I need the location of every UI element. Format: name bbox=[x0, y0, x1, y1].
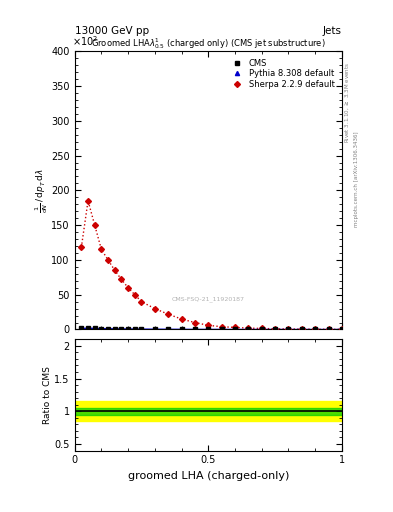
Pythia 8.308 default bbox=[92, 326, 97, 332]
Pythia 8.308 default bbox=[233, 326, 237, 332]
Sherpa 2.2.9 default bbox=[92, 222, 97, 228]
Sherpa 2.2.9 default bbox=[246, 325, 251, 331]
Y-axis label: Ratio to CMS: Ratio to CMS bbox=[43, 366, 51, 424]
X-axis label: groomed LHA (charged-only): groomed LHA (charged-only) bbox=[128, 471, 289, 481]
Pythia 8.308 default bbox=[273, 326, 277, 332]
Line: Pythia 8.308 default: Pythia 8.308 default bbox=[79, 326, 344, 332]
CMS bbox=[99, 326, 104, 332]
Sherpa 2.2.9 default bbox=[286, 326, 291, 332]
CMS bbox=[193, 326, 197, 332]
Pythia 8.308 default bbox=[326, 327, 331, 333]
Sherpa 2.2.9 default bbox=[79, 244, 84, 250]
Pythia 8.308 default bbox=[106, 326, 110, 332]
Pythia 8.308 default bbox=[112, 326, 117, 332]
CMS bbox=[166, 326, 171, 332]
Text: CMS-FSQ-21_11920187: CMS-FSQ-21_11920187 bbox=[172, 296, 245, 302]
Line: Sherpa 2.2.9 default: Sherpa 2.2.9 default bbox=[79, 199, 344, 331]
Sherpa 2.2.9 default bbox=[86, 198, 90, 204]
Pythia 8.308 default bbox=[132, 326, 137, 332]
Sherpa 2.2.9 default bbox=[132, 292, 137, 298]
Sherpa 2.2.9 default bbox=[193, 319, 197, 326]
Pythia 8.308 default bbox=[126, 326, 130, 332]
Sherpa 2.2.9 default bbox=[166, 311, 171, 317]
CMS bbox=[233, 326, 237, 332]
Sherpa 2.2.9 default bbox=[152, 306, 157, 312]
Text: mcplots.cern.ch [arXiv:1306.3436]: mcplots.cern.ch [arXiv:1306.3436] bbox=[354, 132, 359, 227]
CMS bbox=[152, 326, 157, 332]
Sherpa 2.2.9 default bbox=[259, 326, 264, 332]
CMS bbox=[106, 326, 110, 332]
CMS bbox=[179, 326, 184, 332]
CMS bbox=[86, 325, 90, 331]
Title: Groomed LHA$\lambda^{1}_{0.5}$ (charged only) (CMS jet substructure): Groomed LHA$\lambda^{1}_{0.5}$ (charged … bbox=[91, 36, 326, 51]
Pythia 8.308 default bbox=[99, 326, 104, 332]
Y-axis label: $\frac{1}{\mathrm{d}N}\,/\,\mathrm{d}p_T\,\mathrm{d}\lambda$: $\frac{1}{\mathrm{d}N}\,/\,\mathrm{d}p_T… bbox=[33, 168, 50, 213]
Pythia 8.308 default bbox=[166, 326, 171, 332]
Sherpa 2.2.9 default bbox=[126, 285, 130, 291]
CMS bbox=[219, 326, 224, 332]
Pythia 8.308 default bbox=[286, 327, 291, 333]
CMS bbox=[132, 326, 137, 332]
Text: Jets: Jets bbox=[323, 26, 342, 36]
CMS bbox=[273, 326, 277, 332]
Sherpa 2.2.9 default bbox=[340, 326, 344, 332]
Sherpa 2.2.9 default bbox=[326, 326, 331, 332]
Sherpa 2.2.9 default bbox=[206, 322, 211, 328]
Sherpa 2.2.9 default bbox=[179, 316, 184, 322]
Pythia 8.308 default bbox=[86, 325, 90, 331]
Pythia 8.308 default bbox=[340, 327, 344, 333]
Pythia 8.308 default bbox=[193, 326, 197, 332]
Pythia 8.308 default bbox=[219, 326, 224, 332]
Sherpa 2.2.9 default bbox=[99, 246, 104, 252]
Sherpa 2.2.9 default bbox=[299, 326, 304, 332]
Pythia 8.308 default bbox=[259, 326, 264, 332]
CMS bbox=[92, 326, 97, 332]
Sherpa 2.2.9 default bbox=[233, 324, 237, 330]
CMS bbox=[112, 326, 117, 332]
Sherpa 2.2.9 default bbox=[313, 326, 318, 332]
CMS bbox=[119, 326, 124, 332]
Text: 13000 GeV pp: 13000 GeV pp bbox=[75, 26, 149, 36]
Line: CMS: CMS bbox=[79, 326, 344, 332]
CMS bbox=[259, 326, 264, 332]
Sherpa 2.2.9 default bbox=[219, 324, 224, 330]
CMS bbox=[246, 326, 251, 332]
Sherpa 2.2.9 default bbox=[106, 257, 110, 263]
Pythia 8.308 default bbox=[313, 327, 318, 333]
Pythia 8.308 default bbox=[79, 326, 84, 332]
CMS bbox=[206, 326, 211, 332]
CMS bbox=[126, 326, 130, 332]
Pythia 8.308 default bbox=[119, 326, 124, 332]
CMS bbox=[313, 327, 318, 333]
Pythia 8.308 default bbox=[179, 326, 184, 332]
Pythia 8.308 default bbox=[206, 326, 211, 332]
Pythia 8.308 default bbox=[246, 326, 251, 332]
Pythia 8.308 default bbox=[299, 327, 304, 333]
Sherpa 2.2.9 default bbox=[119, 276, 124, 283]
CMS bbox=[326, 327, 331, 333]
Text: Rivet 3.1.10, $\geq$ 3.3M events: Rivet 3.1.10, $\geq$ 3.3M events bbox=[344, 62, 351, 143]
Sherpa 2.2.9 default bbox=[112, 267, 117, 273]
Text: $\times10^{2}$: $\times10^{2}$ bbox=[72, 35, 98, 49]
CMS bbox=[79, 326, 84, 332]
Pythia 8.308 default bbox=[152, 326, 157, 332]
CMS bbox=[286, 327, 291, 333]
CMS bbox=[340, 327, 344, 333]
Pythia 8.308 default bbox=[139, 326, 144, 332]
CMS bbox=[299, 327, 304, 333]
Sherpa 2.2.9 default bbox=[139, 298, 144, 305]
CMS bbox=[139, 326, 144, 332]
Legend: CMS, Pythia 8.308 default, Sherpa 2.2.9 default: CMS, Pythia 8.308 default, Sherpa 2.2.9 … bbox=[225, 55, 338, 92]
Sherpa 2.2.9 default bbox=[273, 326, 277, 332]
